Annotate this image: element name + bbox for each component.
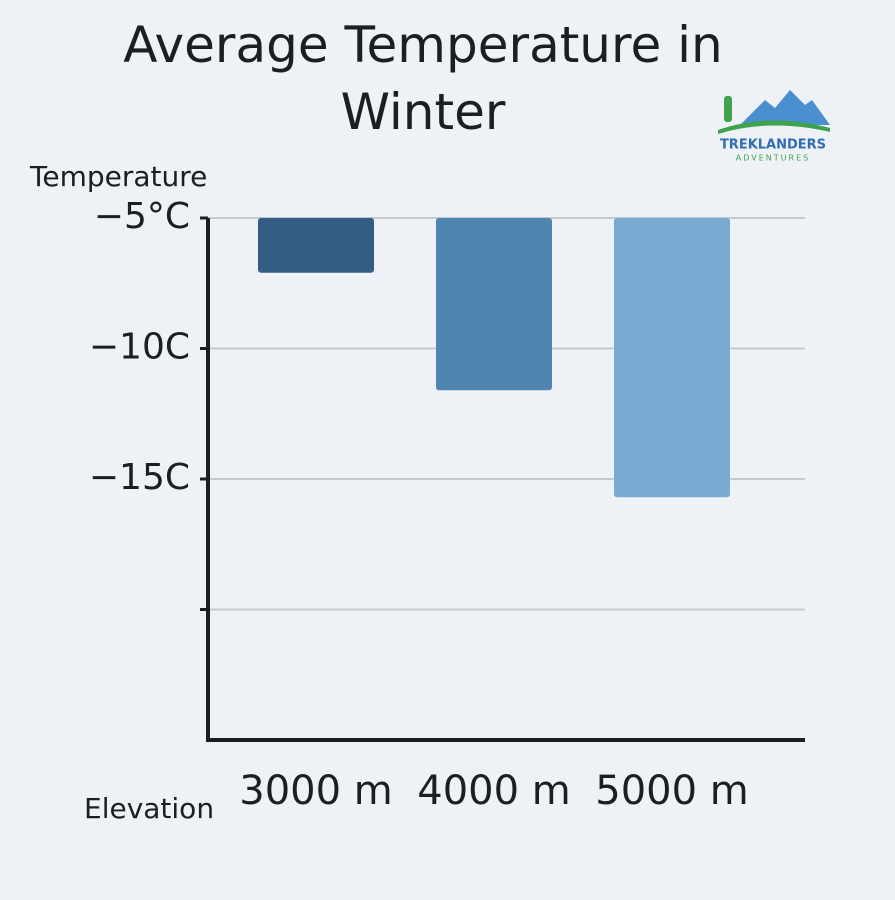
x-tick-label: 4000 m <box>417 768 570 814</box>
logo-mountains <box>740 90 830 125</box>
bar <box>614 218 730 498</box>
logo-hiker <box>724 96 732 122</box>
logo: TREKLANDERS ADVENTURES <box>718 90 830 163</box>
y-tick-label: −5°C <box>94 196 190 237</box>
y-axis-label: Temperature <box>29 160 207 193</box>
x-tick-label: 5000 m <box>595 768 748 814</box>
logo-name: TREKLANDERS <box>720 138 826 153</box>
x-tick-label: 3000 m <box>239 768 392 814</box>
bar <box>436 218 552 391</box>
y-tick-label: −10C <box>89 327 190 368</box>
x-axis-label: Elevation <box>84 792 214 825</box>
y-tick-label: −15C <box>89 457 190 498</box>
bar <box>258 218 374 273</box>
chart-title: Average Temperature in Winter <box>123 16 723 141</box>
logo-tagline: ADVENTURES <box>736 154 810 163</box>
logo-hill <box>718 120 830 134</box>
